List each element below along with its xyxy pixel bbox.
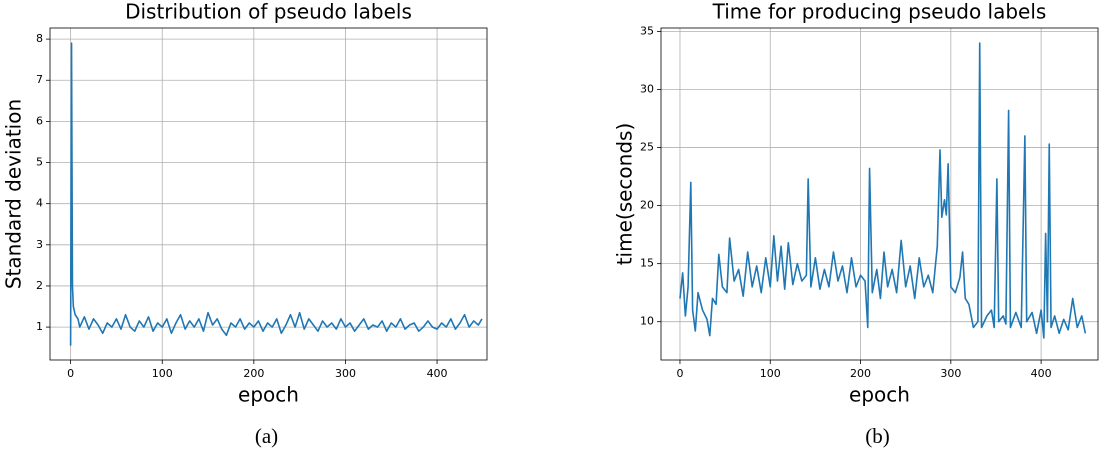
x-tick-label: 0 [67,367,74,380]
x-tick-label: 100 [152,367,173,380]
x-axis-label: epoch [849,383,910,407]
y-axis-label: Standard deviation [2,99,26,289]
y-tick-label: 7 [36,73,43,86]
caption: (a) [255,424,278,448]
axes-frame [660,27,1099,361]
y-tick-label: 6 [36,114,43,127]
x-axis-label: epoch [238,383,299,407]
x-tick-label: 200 [850,367,871,380]
caption: (b) [865,424,890,448]
x-tick-label: 300 [335,367,356,380]
x-tick-label: 0 [676,367,683,380]
y-tick-label: 20 [640,199,654,212]
y-tick-label: 4 [36,197,43,210]
y-tick-label: 30 [640,83,654,96]
y-tick-label: 35 [640,24,654,37]
data-line [679,42,1087,339]
axes-frame [49,27,488,361]
x-tick-label: 400 [427,367,448,380]
chart-title: Time for producing pseudo labels [712,0,1047,24]
y-tick-label: 1 [36,320,43,333]
y-tick-label: 2 [36,279,43,292]
x-tick-label: 300 [940,367,961,380]
y-tick-label: 25 [640,141,654,154]
x-tick-label: 400 [1031,367,1052,380]
x-tick-label: 100 [760,367,781,380]
data-line [69,42,483,346]
x-tick-label: 200 [243,367,264,380]
chart-title: Distribution of pseudo labels [125,0,412,24]
y-axis-label: time(seconds) [613,123,637,266]
y-tick-label: 3 [36,238,43,251]
y-tick-label: 8 [36,32,43,45]
y-tick-label: 15 [640,257,654,270]
y-tick-label: 10 [640,315,654,328]
y-tick-label: 5 [36,156,43,169]
